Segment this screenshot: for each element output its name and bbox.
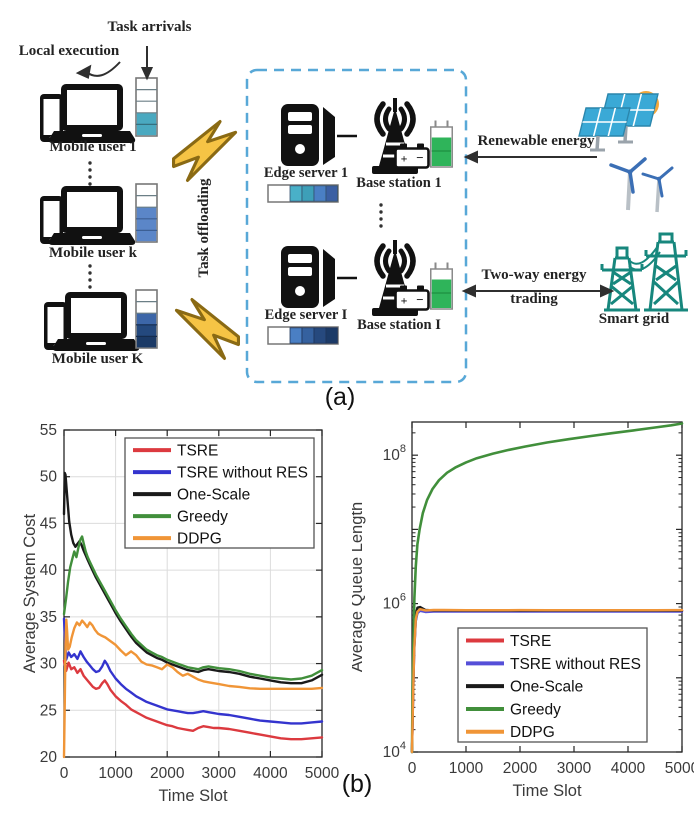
- svg-text:25: 25: [40, 702, 57, 719]
- series-ddpg: [62, 618, 324, 759]
- svg-text:4000: 4000: [611, 760, 646, 777]
- battery-icon-I: [394, 284, 430, 311]
- svg-text:5000: 5000: [665, 760, 694, 777]
- local-execution-label: Local execution: [18, 43, 120, 59]
- smart-grid-label: Smart grid: [598, 311, 670, 327]
- mobile-user-K-label: Mobile user K: [51, 351, 144, 367]
- task-queue-user-k: [135, 183, 158, 243]
- svg-text:108: 108: [383, 443, 406, 464]
- mobile-user-k-icon: [40, 186, 136, 245]
- energy-level-bar-1: [429, 119, 454, 168]
- svg-text:45: 45: [40, 515, 57, 532]
- avg-queue-length-chart: 0 1000 2000 3000 4000 5000 104 106 108 TSRE TSRE w…: [352, 408, 694, 806]
- series-greedy: [62, 535, 324, 681]
- mobile-user-k-label: Mobile user k: [48, 245, 138, 261]
- edge-server-I-label: Edge server I: [264, 307, 348, 323]
- svg-text:TSRE: TSRE: [510, 633, 551, 650]
- base-station-1-label: Base station 1: [356, 175, 442, 191]
- y-axis-label: Average Queue Length: [352, 502, 366, 672]
- task-queue-user-K: [135, 289, 158, 349]
- svg-text:TSRE: TSRE: [177, 443, 218, 460]
- svg-text:One-Scale: One-Scale: [177, 487, 250, 504]
- svg-text:106: 106: [383, 592, 406, 613]
- svg-text:DDPG: DDPG: [510, 724, 555, 741]
- task-offloading-label: Task offloading: [196, 178, 212, 278]
- svg-text:Greedy: Greedy: [510, 701, 561, 718]
- edge-server-1-icon: [279, 102, 359, 168]
- avg-queue-length-canvas: 0 1000 2000 3000 4000 5000 104 106 108 TSRE TSRE w…: [352, 421, 694, 800]
- task-arrivals-label: Task arrivals: [107, 19, 192, 35]
- svg-text:55: 55: [40, 422, 57, 439]
- svg-text:TSRE without RES: TSRE without RES: [510, 656, 641, 673]
- mobile-user-K-icon: [44, 292, 140, 351]
- local-execution-arrow: [85, 61, 121, 77]
- smart-grid-icon: [600, 232, 688, 312]
- ellipsis-stations: [379, 203, 383, 228]
- series-tsre-without-res: [62, 617, 324, 725]
- series-one-scale: [62, 471, 324, 685]
- x-axis-label: Time Slot: [158, 787, 227, 805]
- avg-system-cost-chart: 0 1000 2000 3000 4000 5000 20 25 30 35 40 45 50 55 TSR…: [22, 414, 368, 806]
- series-tsre: [62, 659, 324, 741]
- mobile-user-1-icon: [40, 84, 136, 143]
- subfigure-b-caption: (b): [341, 770, 373, 798]
- svg-text:35: 35: [40, 609, 57, 626]
- ellipsis-users-2: [88, 264, 92, 289]
- svg-text:0: 0: [408, 760, 417, 777]
- svg-text:One-Scale: One-Scale: [510, 679, 583, 696]
- edge-server-1-label: Edge server 1: [263, 165, 349, 181]
- battery-icon-1: [394, 142, 430, 169]
- offloading-bolt-icon-2: [174, 297, 240, 361]
- svg-text:1000: 1000: [449, 760, 484, 777]
- svg-text:5000: 5000: [305, 765, 340, 782]
- ellipsis-users-1: [88, 161, 92, 186]
- wind-turbine-icon: [609, 157, 674, 213]
- svg-text:DDPG: DDPG: [177, 531, 222, 548]
- svg-text:4000: 4000: [253, 765, 288, 782]
- series-greedy: [410, 422, 684, 754]
- svg-text:40: 40: [40, 562, 58, 579]
- series-ddpg: [410, 607, 684, 754]
- mobile-user-1-label: Mobile user 1: [49, 139, 137, 155]
- edge-queue-1: [267, 184, 339, 203]
- svg-text:30: 30: [40, 656, 58, 673]
- svg-text:2000: 2000: [150, 765, 185, 782]
- two-way-energy-label-line2: trading: [510, 291, 558, 307]
- system-architecture-canvas: + −: [40, 46, 688, 384]
- svg-text:0: 0: [60, 765, 69, 782]
- x-axis-label: Time Slot: [512, 782, 581, 800]
- svg-text:3000: 3000: [202, 765, 237, 782]
- svg-text:2000: 2000: [503, 760, 538, 777]
- renewable-energy-label: Renewable energy: [477, 133, 595, 149]
- svg-text:1000: 1000: [98, 765, 133, 782]
- edge-server-I-icon: [279, 244, 359, 310]
- task-queue-user-1: [135, 77, 158, 137]
- svg-text:Greedy: Greedy: [177, 509, 228, 526]
- svg-text:20: 20: [40, 749, 58, 766]
- diagram-arrows: [75, 46, 615, 298]
- avg-system-cost-canvas: 0 1000 2000 3000 4000 5000 20 25 30 35 40 45 50 55 TSR…: [22, 422, 340, 805]
- svg-text:TSRE without RES: TSRE without RES: [177, 465, 308, 482]
- y-axis-label: Average System Cost: [22, 513, 39, 673]
- svg-text:3000: 3000: [557, 760, 592, 777]
- edge-queue-I: [267, 326, 339, 345]
- energy-level-bar-I: [429, 261, 454, 310]
- svg-text:50: 50: [40, 469, 58, 486]
- solar-panel-icon: [578, 91, 659, 152]
- two-way-energy-label-line1: Two-way energy: [481, 267, 587, 283]
- base-station-I-label: Base station I: [357, 317, 441, 333]
- edge-cluster-box: [245, 68, 468, 384]
- subfigure-a-caption: (a): [324, 383, 356, 411]
- svg-text:104: 104: [383, 740, 406, 761]
